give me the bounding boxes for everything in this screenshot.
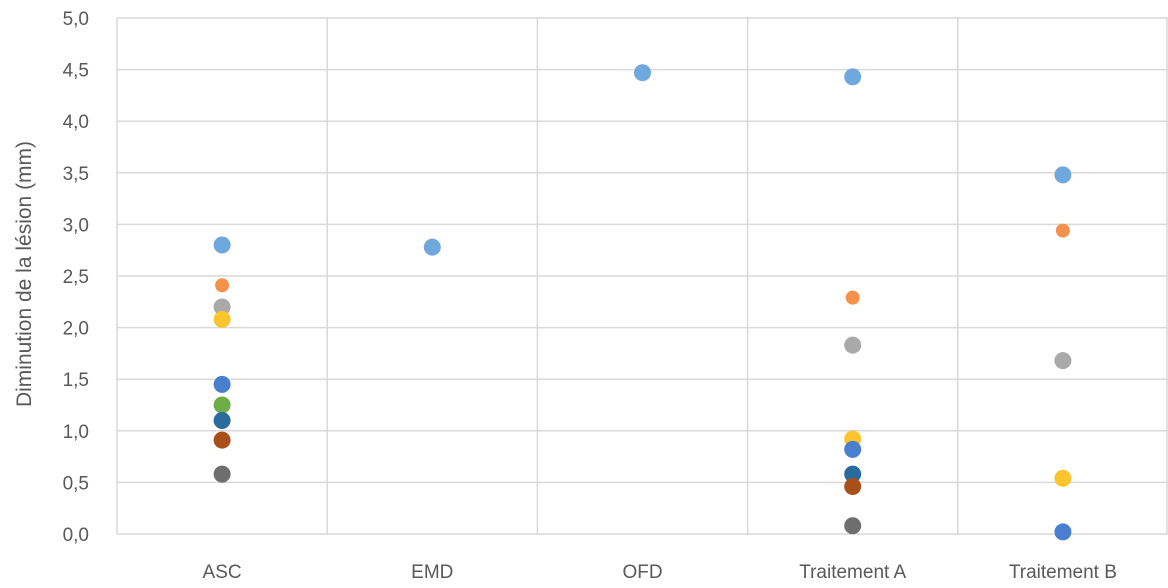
data-point: [1054, 469, 1072, 487]
data-point: [213, 396, 231, 414]
y-tick-label: 2,0: [63, 319, 89, 340]
x-tick-label: Traitement B: [1009, 562, 1117, 583]
data-point: [1055, 223, 1070, 238]
data-points: [213, 64, 1072, 541]
data-point: [1054, 352, 1072, 370]
data-point: [634, 64, 651, 82]
data-point: [844, 478, 862, 496]
y-tick-label: 0,5: [63, 473, 89, 494]
gridlines: [116, 17, 1168, 535]
data-point: [213, 310, 231, 328]
data-point: [213, 431, 231, 449]
y-axis-title: Diminution de la lésion (mm): [13, 141, 36, 407]
data-point: [844, 517, 862, 535]
data-point: [844, 68, 862, 86]
y-tick-label: 5,0: [63, 9, 89, 30]
y-tick-label: 4,0: [63, 112, 89, 133]
data-point: [1054, 523, 1072, 541]
x-tick-label: EMD: [411, 562, 453, 583]
y-tick-labels: 0,0 0,5 1,0 1,5 2,0 2,5 3,0 3,5 4,0 4,5 5,0: [63, 9, 89, 546]
y-tick-label: 2,5: [63, 267, 89, 288]
data-point: [844, 440, 862, 458]
data-point: [213, 236, 231, 254]
data-point: [1054, 166, 1072, 184]
data-point: [213, 375, 231, 393]
data-point: [213, 465, 231, 483]
y-tick-label: 0,0: [63, 525, 89, 546]
y-tick-label: 3,5: [63, 164, 89, 185]
y-tick-label: 3,0: [63, 215, 89, 236]
data-point: [844, 465, 862, 483]
x-tick-label: ASC: [203, 562, 242, 583]
data-point: [845, 290, 860, 305]
y-tick-label: 1,0: [63, 422, 89, 443]
data-point: [213, 298, 231, 316]
data-point: [844, 336, 862, 354]
x-tick-label: OFD: [622, 562, 662, 583]
x-tick-label: Traitement A: [799, 562, 906, 583]
data-point: [215, 278, 230, 293]
data-point: [213, 411, 231, 429]
x-tick-labels: ASC EMD OFD Traitement A Traitement B: [203, 562, 1117, 583]
y-tick-label: 1,5: [63, 370, 89, 391]
y-tick-label: 4,5: [63, 61, 89, 82]
data-point: [423, 238, 441, 256]
